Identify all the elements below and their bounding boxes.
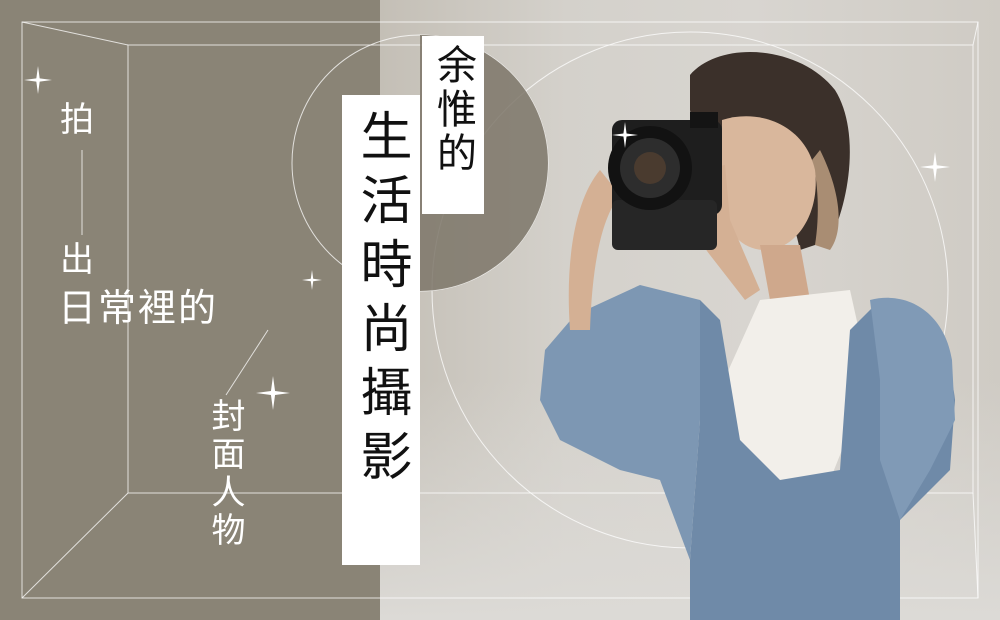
sparkle-icon bbox=[612, 122, 638, 148]
sparkle-icon bbox=[302, 270, 322, 290]
sparkle-icon bbox=[24, 66, 52, 94]
title-main-box: 生活時尚攝影 bbox=[342, 95, 420, 565]
phrase-line-3: 日常裡的 bbox=[58, 286, 219, 330]
phrase-line-4: 封面人物 bbox=[205, 398, 245, 550]
title-main: 生活時尚攝影 bbox=[351, 109, 411, 493]
phrase-line-1: 拍 bbox=[60, 100, 96, 140]
sparkle-icon bbox=[256, 376, 290, 410]
title-name: 余惟的 bbox=[430, 44, 476, 176]
phrase-line-4-text: 封面人物 bbox=[205, 398, 245, 550]
title-name-box: 余惟的 bbox=[422, 36, 484, 214]
sparkle-icon bbox=[920, 152, 950, 182]
phrase-line-2: 出 bbox=[60, 240, 96, 280]
